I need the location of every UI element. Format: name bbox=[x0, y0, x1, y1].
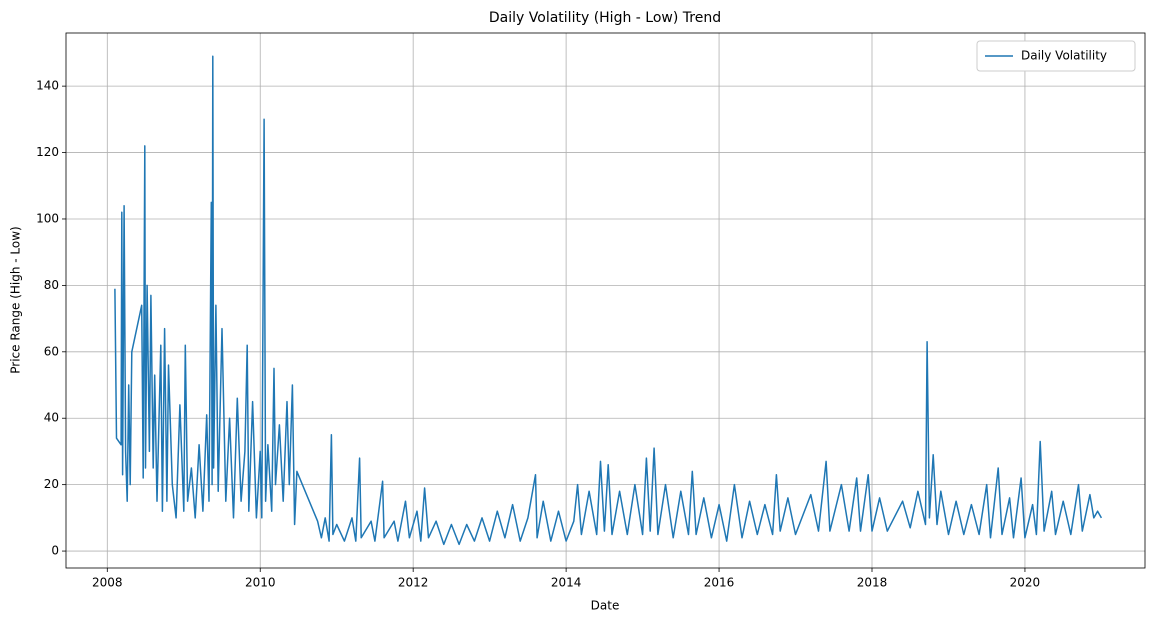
x-tick-label: 2016 bbox=[704, 576, 735, 590]
y-tick-label: 100 bbox=[36, 211, 59, 225]
y-tick-label: 20 bbox=[44, 477, 59, 491]
y-tick-label: 140 bbox=[36, 79, 59, 93]
y-axis-label: Price Range (High - Low) bbox=[9, 226, 23, 373]
x-tick-label: 2020 bbox=[1010, 576, 1041, 590]
data-line bbox=[114, 55, 1103, 546]
x-tick-label: 2018 bbox=[857, 576, 888, 590]
x-tick-label: 2014 bbox=[551, 576, 582, 590]
y-tick-label: 80 bbox=[44, 278, 59, 292]
x-tick-label: 2012 bbox=[398, 576, 429, 590]
x-tick-label: 2008 bbox=[92, 576, 123, 590]
x-axis-label: Date bbox=[591, 599, 620, 613]
y-tick-label: 120 bbox=[36, 145, 59, 159]
y-tick-label: 40 bbox=[44, 411, 59, 425]
legend-label: Daily Volatility bbox=[1021, 49, 1107, 63]
chart-title: Daily Volatility (High - Low) Trend bbox=[489, 10, 721, 26]
plot-frame bbox=[65, 32, 1146, 569]
y-tick-label: 60 bbox=[44, 344, 59, 358]
y-tick-label: 0 bbox=[51, 544, 59, 558]
x-tick-label: 2010 bbox=[245, 576, 276, 590]
legend-box bbox=[976, 40, 1136, 72]
